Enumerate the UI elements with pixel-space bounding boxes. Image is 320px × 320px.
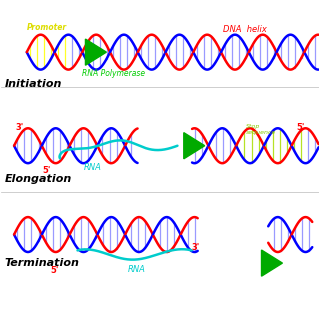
Text: Elongation: Elongation (4, 174, 72, 184)
Text: DNA  helix: DNA helix (223, 25, 267, 34)
Text: Promoter: Promoter (27, 22, 67, 32)
Text: 5': 5' (296, 123, 305, 132)
Text: 5': 5' (43, 166, 51, 175)
Polygon shape (184, 132, 205, 159)
Text: RNA: RNA (84, 163, 102, 172)
Text: RNA Polymerase: RNA Polymerase (82, 69, 145, 78)
Polygon shape (85, 39, 106, 65)
Text: 3': 3' (16, 123, 24, 132)
Text: Initiation: Initiation (4, 79, 62, 89)
Text: 5': 5' (51, 266, 59, 275)
Text: RNA: RNA (128, 265, 146, 274)
Text: Termination: Termination (4, 258, 79, 268)
Polygon shape (261, 250, 283, 276)
Text: 3': 3' (192, 244, 200, 252)
Text: Stop
sequence: Stop sequence (246, 124, 276, 135)
